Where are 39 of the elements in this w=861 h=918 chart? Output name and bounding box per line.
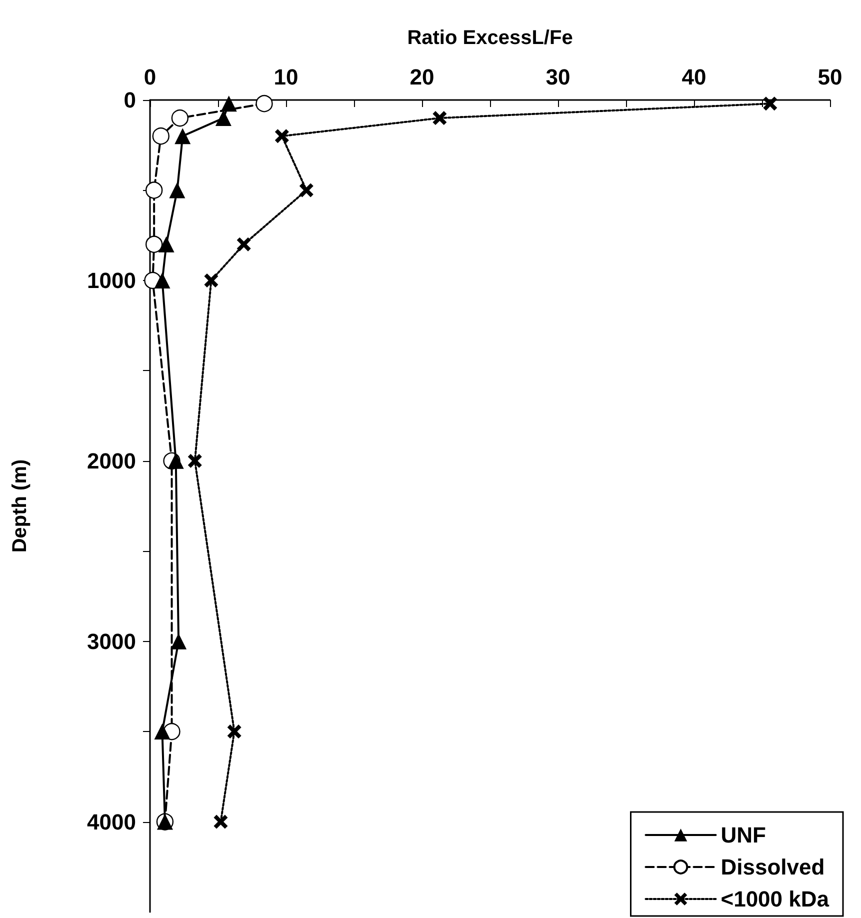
x-tick-label: 20 bbox=[410, 64, 434, 90]
x-tick-label: 40 bbox=[682, 64, 706, 90]
legend-label: Dissolved bbox=[720, 854, 825, 880]
point bbox=[145, 236, 163, 253]
x-tick-label: 50 bbox=[818, 64, 842, 90]
point bbox=[763, 96, 778, 111]
y-tick-label: 4000 bbox=[87, 809, 136, 834]
point bbox=[236, 237, 251, 252]
point bbox=[215, 110, 232, 126]
x-tick-label: 30 bbox=[546, 64, 570, 90]
point bbox=[204, 273, 218, 288]
y-tick-label: 1000 bbox=[87, 268, 136, 293]
point bbox=[174, 128, 191, 144]
point bbox=[154, 724, 170, 740]
point bbox=[299, 183, 314, 198]
point bbox=[214, 814, 228, 829]
point bbox=[227, 724, 242, 739]
point bbox=[154, 272, 170, 288]
point bbox=[220, 96, 237, 112]
point bbox=[168, 452, 184, 469]
x-axis-title: Ratio ExcessL/Fe bbox=[407, 27, 573, 49]
point bbox=[158, 236, 174, 252]
y-tick-label: 2000 bbox=[87, 448, 136, 474]
y-axis-title: Depth (m) bbox=[9, 459, 31, 553]
point bbox=[145, 182, 163, 199]
point bbox=[188, 454, 202, 468]
x-tick-label: 10 bbox=[274, 64, 298, 90]
point bbox=[171, 109, 189, 127]
legend-label: <1000 kDa bbox=[720, 886, 830, 912]
x-tick-label: 0 bbox=[144, 64, 156, 90]
point bbox=[274, 129, 289, 144]
point bbox=[432, 111, 447, 126]
y-tick-label: 3000 bbox=[87, 628, 136, 654]
point bbox=[256, 95, 273, 112]
point bbox=[169, 182, 186, 198]
point bbox=[152, 127, 170, 145]
y-tick-label: 0 bbox=[124, 88, 136, 112]
legend-label: UNF bbox=[720, 822, 766, 848]
point bbox=[170, 633, 187, 650]
